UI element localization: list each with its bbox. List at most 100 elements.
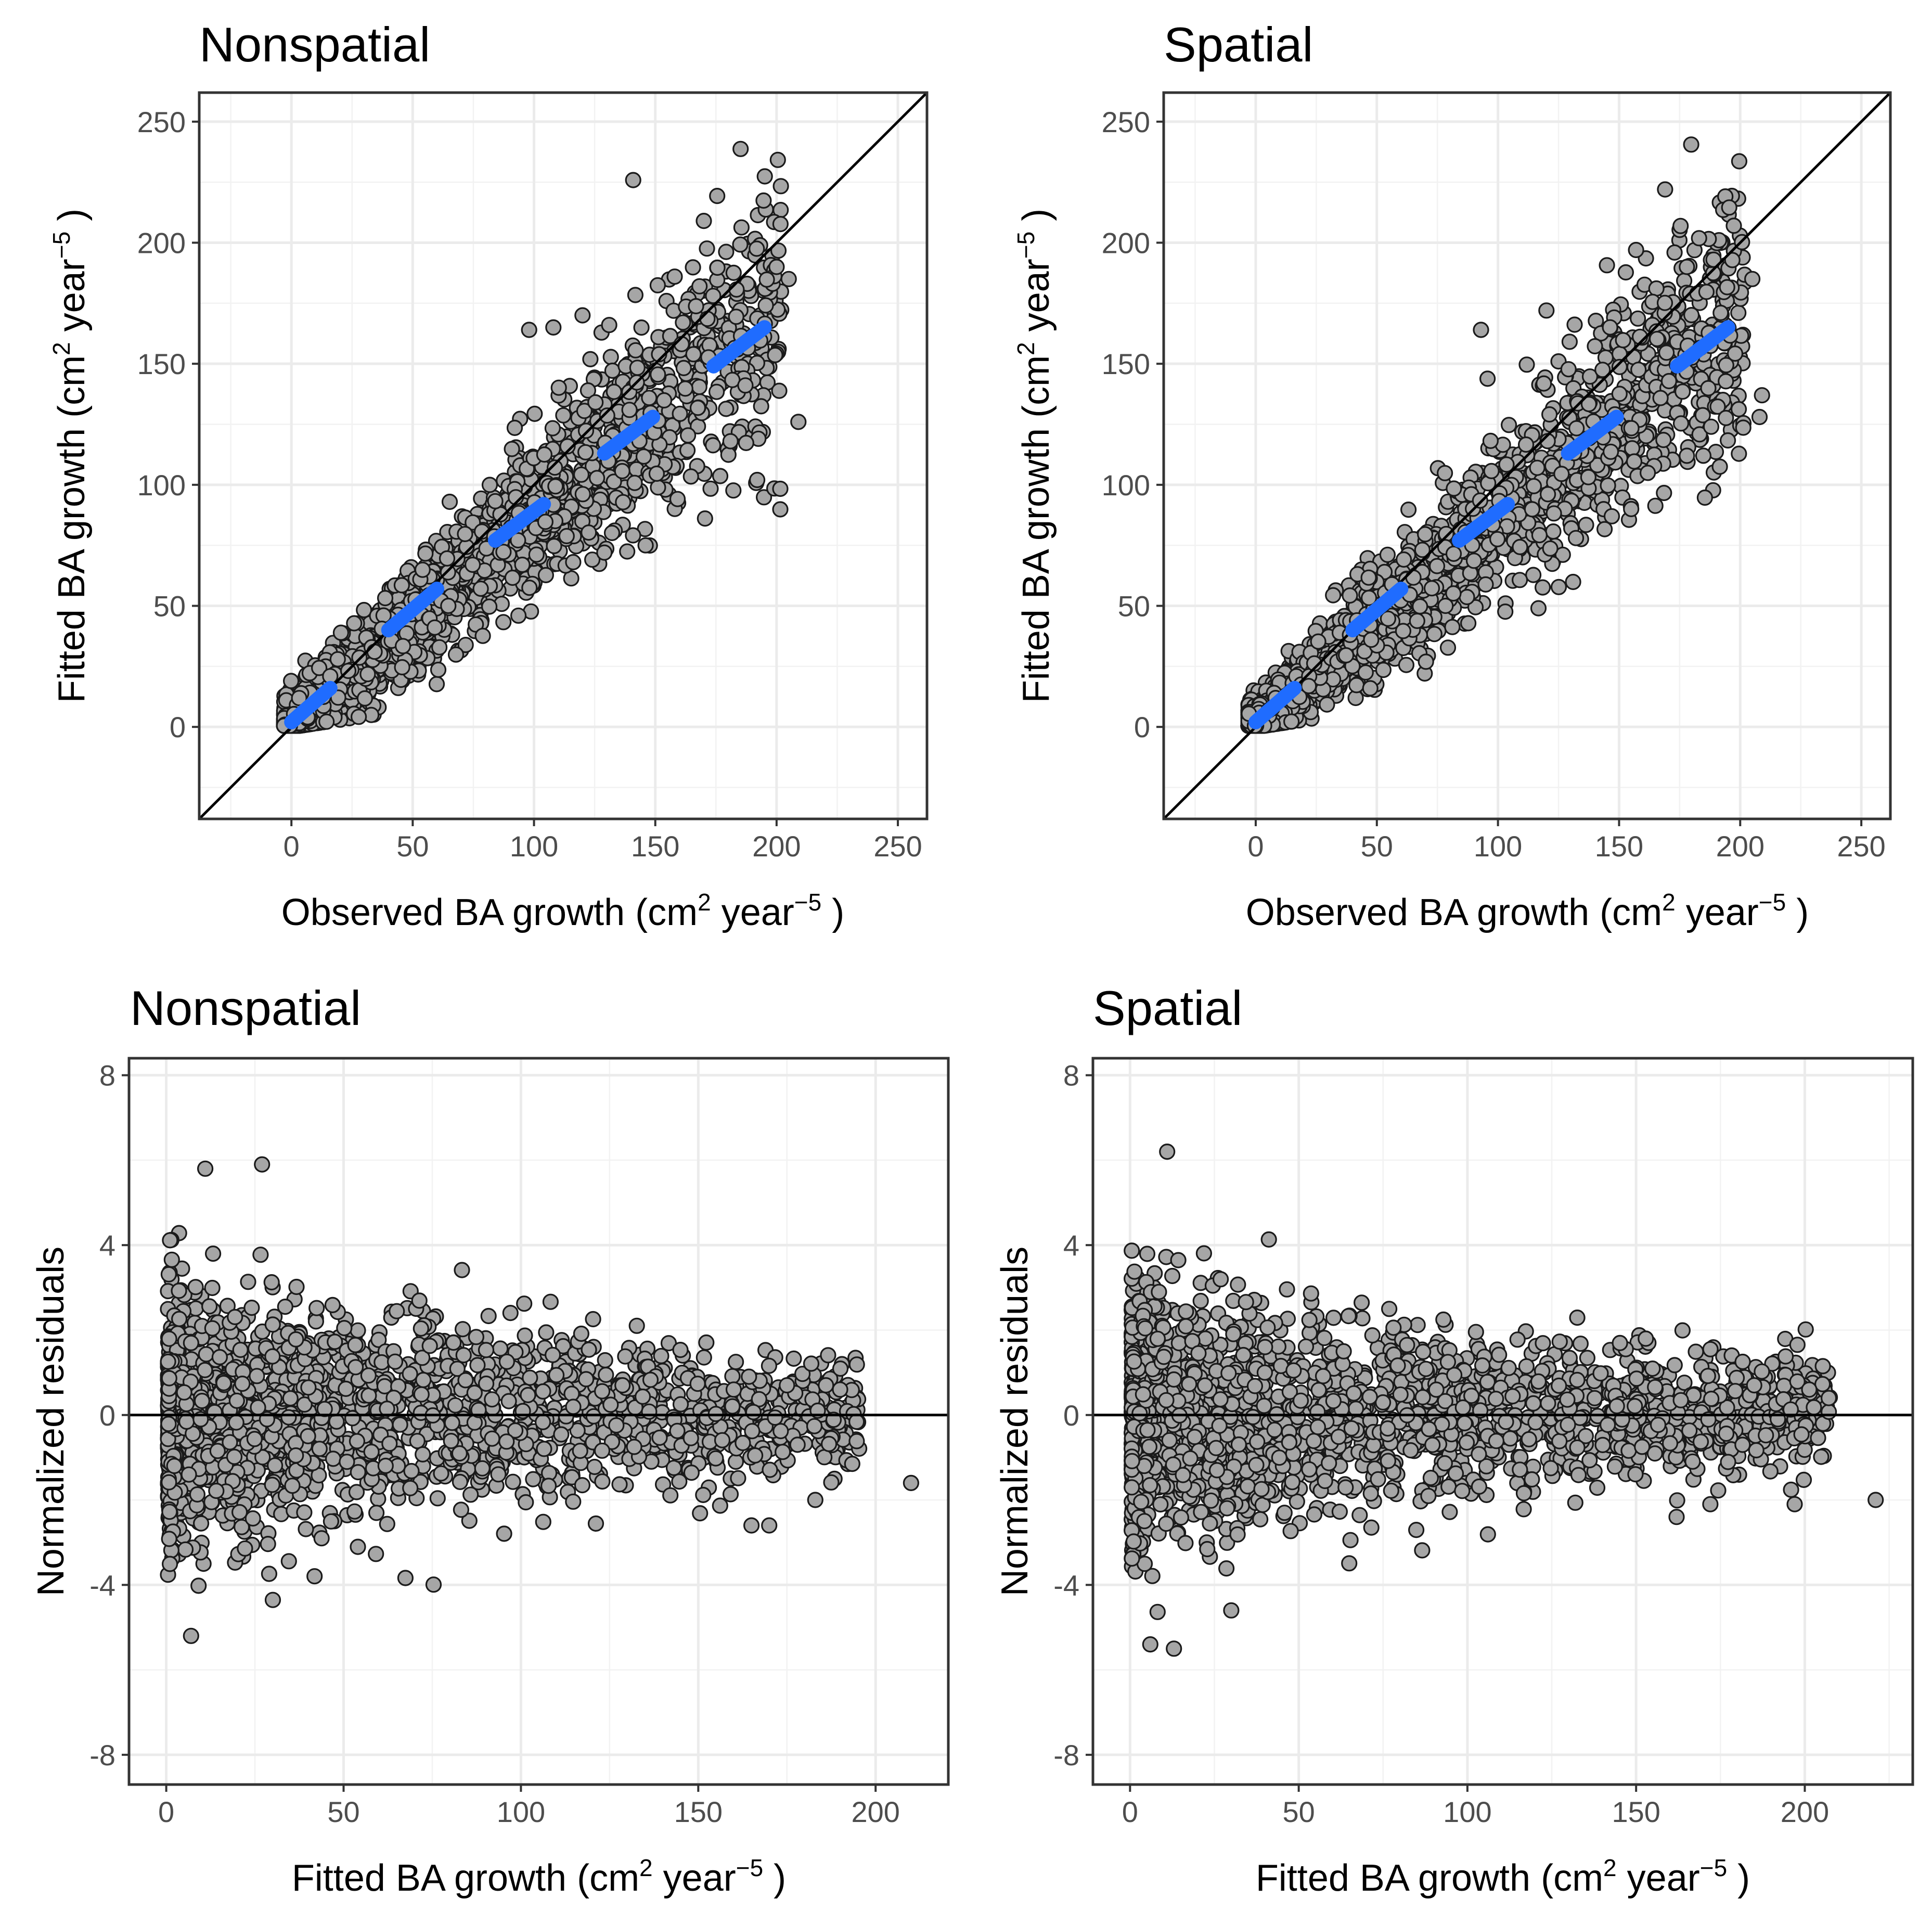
data-point — [544, 420, 561, 437]
x-tick-label: 200 — [1716, 830, 1764, 863]
data-point — [755, 192, 772, 209]
data-point — [377, 589, 394, 607]
data-point — [1712, 304, 1729, 322]
data-point — [577, 444, 594, 460]
axis-label-part-mid: year — [711, 892, 794, 933]
data-point — [588, 470, 606, 486]
data-point — [1630, 310, 1646, 327]
x-tick-label: 0 — [284, 830, 300, 863]
data-point — [430, 661, 447, 678]
data-point — [1550, 579, 1567, 595]
data-point — [1518, 436, 1535, 453]
data-point — [546, 537, 562, 555]
data-point — [359, 666, 376, 683]
data-point — [625, 172, 641, 188]
data-point — [1754, 387, 1770, 404]
data-point — [1696, 489, 1713, 506]
data-point — [1718, 357, 1734, 374]
axis-label-part-mid: year — [51, 259, 93, 342]
data-point — [1444, 619, 1461, 635]
panel-title: Nonspatial — [199, 17, 430, 72]
data-point — [675, 314, 691, 331]
y-tick-label: 150 — [1102, 348, 1150, 380]
axis-label-part-mid: year — [1015, 259, 1057, 342]
data-point — [291, 690, 307, 707]
axis-label-part-pre: Fitted BA growth (cm — [51, 355, 93, 703]
data-point — [1578, 517, 1594, 533]
data-point — [1599, 257, 1615, 274]
data-point — [496, 1525, 512, 1542]
data-point — [1703, 418, 1719, 435]
data-point — [1721, 199, 1737, 216]
y-axis-label: Fitted BA growth (cm2 year−5 ) — [48, 209, 93, 703]
data-point — [1518, 356, 1535, 373]
data-point — [603, 524, 621, 542]
data-point — [1615, 332, 1631, 349]
data-point — [1691, 230, 1707, 247]
y-tick-label: 200 — [137, 227, 186, 260]
axis-label-part-post: ) — [821, 892, 844, 933]
data-point — [601, 317, 617, 333]
data-point — [1694, 407, 1711, 424]
data-point — [1512, 538, 1528, 556]
data-point — [1417, 526, 1434, 543]
data-point — [1467, 599, 1484, 615]
data-point — [1460, 615, 1477, 632]
trend-segment — [381, 581, 445, 638]
data-point — [1675, 383, 1691, 400]
data-point — [504, 569, 521, 586]
data-point — [695, 213, 712, 229]
data-point — [1300, 677, 1317, 695]
data-point — [1398, 657, 1414, 673]
data-point — [1545, 505, 1562, 522]
data-point — [699, 311, 716, 327]
data-point — [576, 403, 593, 419]
data-point — [1482, 432, 1499, 450]
data-point — [1679, 259, 1695, 275]
data-point — [1647, 497, 1664, 514]
trend-segment — [1670, 320, 1736, 374]
data-point — [733, 219, 750, 236]
trend-segment — [487, 497, 551, 548]
data-point — [565, 554, 582, 571]
data-point — [1580, 395, 1597, 413]
axis-label-part-sup2: −5 — [48, 232, 75, 259]
data-point — [626, 474, 643, 491]
axis-label-part-sup2: −5 — [1012, 232, 1039, 259]
data-point — [1720, 432, 1736, 449]
data-point — [1437, 465, 1453, 481]
y-tick-label: 100 — [1102, 469, 1150, 502]
data-point — [1477, 576, 1494, 593]
data-point — [526, 405, 543, 422]
data-point — [502, 1305, 519, 1321]
data-point — [691, 379, 707, 395]
data-point — [1545, 523, 1562, 540]
data-point — [679, 442, 696, 459]
x-tick-label: 150 — [1595, 830, 1643, 863]
data-point — [1540, 486, 1556, 503]
data-point — [394, 659, 410, 676]
data-point — [1536, 375, 1552, 392]
y-tick-label: 0 — [1134, 711, 1150, 743]
data-point — [1379, 546, 1396, 563]
data-point — [1623, 420, 1640, 437]
data-point — [712, 468, 729, 484]
data-point — [574, 486, 591, 503]
data-point — [1666, 244, 1683, 261]
data-point — [1718, 409, 1734, 427]
data-point — [582, 351, 599, 368]
trend-segment — [1561, 409, 1624, 461]
data-point — [718, 243, 735, 260]
data-point — [790, 414, 807, 430]
data-point — [662, 328, 679, 344]
data-point — [1718, 373, 1734, 390]
trend-segment — [1452, 497, 1515, 548]
data-point — [1603, 443, 1619, 460]
axis-label-part-mid: year — [1676, 892, 1759, 933]
x-tick-label: 250 — [1837, 830, 1885, 863]
data-point — [1357, 664, 1374, 681]
data-point — [666, 268, 683, 285]
data-point — [1648, 330, 1666, 348]
data-point — [1319, 696, 1335, 713]
data-point — [604, 362, 621, 379]
